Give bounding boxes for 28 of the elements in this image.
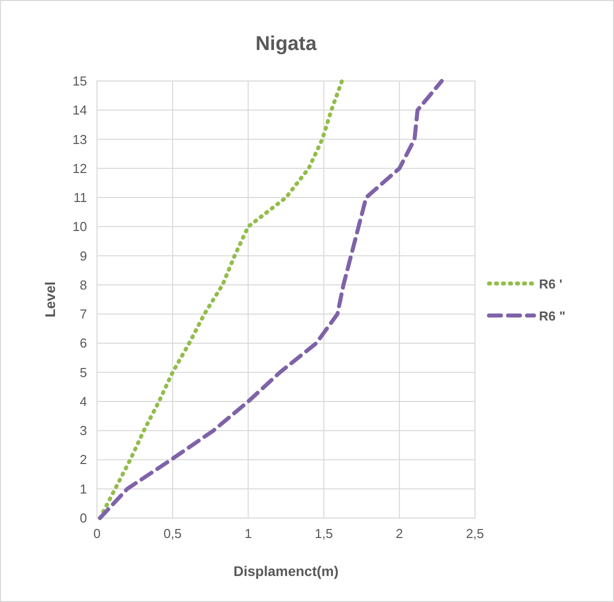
y-tick-label: 15 xyxy=(72,74,87,88)
chart-title: Nigata xyxy=(255,33,318,55)
y-tick-label: 9 xyxy=(80,248,87,264)
line-series xyxy=(98,79,444,520)
y-tick-label: 4 xyxy=(80,394,87,409)
y-axis-title: Level xyxy=(42,282,58,318)
y-tick-label: 11 xyxy=(74,190,87,206)
y-tick-label: 3 xyxy=(80,423,87,438)
y-tick-label: 14 xyxy=(72,102,87,118)
y-tick-label: 13 xyxy=(72,132,87,147)
y-tick-label: 10 xyxy=(72,219,87,234)
y-tick-label: 2 xyxy=(80,452,87,468)
x-axis-title: Displamenct(m) xyxy=(233,563,339,579)
y-tick-label: 0 xyxy=(80,510,87,526)
x-tick-label: 1 xyxy=(244,526,252,541)
x-tick-label: 0 xyxy=(93,526,101,541)
y-tick-label: 1 xyxy=(80,481,87,496)
y-tick-label: 6 xyxy=(80,336,87,351)
x-tick-label: 2,5 xyxy=(466,526,484,541)
x-tick-label: 0,5 xyxy=(164,526,182,541)
y-tick-label: 12 xyxy=(72,160,87,176)
legend-label: R6 ' xyxy=(539,276,562,292)
x-tick-label: 1,5 xyxy=(314,526,333,541)
y-tick-label: 5 xyxy=(80,364,87,380)
y-tick-label: 7 xyxy=(80,306,87,322)
y-tick-label: 8 xyxy=(80,277,87,292)
x-tick-label: 2 xyxy=(396,526,404,541)
legend-label: R6 " xyxy=(539,308,566,324)
